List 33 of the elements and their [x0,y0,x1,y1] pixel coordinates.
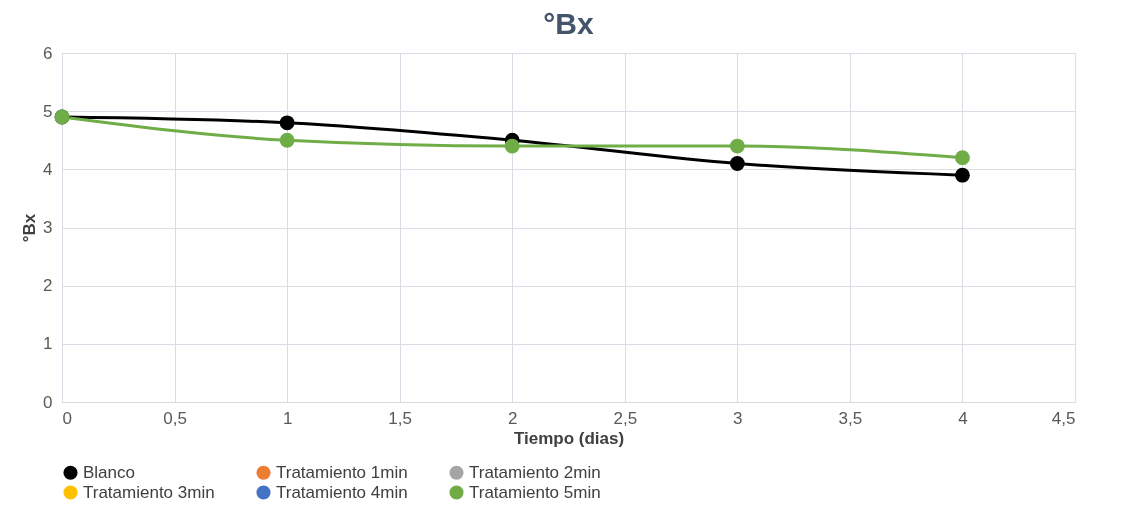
point [955,150,970,166]
y-tick-label: 3 [43,218,53,237]
point [955,167,970,183]
y-axis-title: °Bx [20,213,40,243]
x-tick-label: 1 [282,408,293,428]
y-tick-label: 2 [43,276,53,296]
x-tick-label: 2 [507,408,518,428]
x-axis-title: Tiempo (dias) [513,428,625,448]
x-tick-label: 0,5 [163,408,187,428]
point [729,138,745,154]
legend-label: Tratamiento 2min [469,462,601,482]
x-tick-label: 0 [62,408,72,428]
y-tick-label: 1 [43,334,53,354]
y-tick-label: 4 [43,159,53,179]
legend-label: Blanco [83,462,135,482]
legend-label: Tratamiento 4min [276,482,408,502]
point [504,138,520,154]
legend-label: Tratamiento 1min [276,462,408,482]
y-tick-label: 0 [43,392,53,412]
point [729,156,745,171]
x-tick-label: 3,5 [838,408,863,428]
legend-label: Tratamiento 5min [469,482,601,502]
x-tick-label: 2,5 [613,408,638,428]
legend-label: Tratamiento 3min [83,482,215,502]
y-tick-label: 6 [43,43,53,63]
x-tick-label: 1,5 [388,408,412,428]
y-tick-label: 5 [43,101,53,121]
x-tick-label: 3 [733,408,743,428]
x-tick-label: 4 [958,408,968,428]
x-tick-label: 4,5 [1051,408,1076,428]
chart-title: °Bx [543,7,594,40]
point [279,132,295,148]
point [279,115,295,131]
